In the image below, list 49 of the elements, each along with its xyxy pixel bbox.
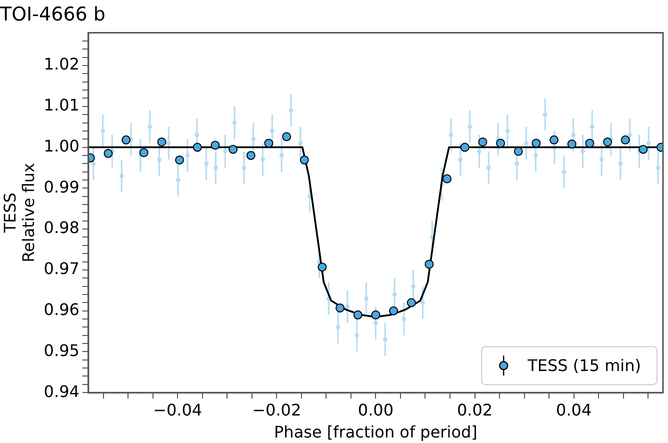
- point: [353, 310, 362, 320]
- y-tick-label: 0.96: [44, 300, 80, 319]
- x-tick-label: 0.04: [556, 400, 592, 420]
- point: [424, 260, 434, 269]
- point: [550, 135, 559, 144]
- point: [371, 310, 380, 320]
- point: [318, 262, 327, 272]
- y-tick-label: 0.94: [44, 382, 80, 401]
- point: [300, 155, 309, 164]
- y-tick-label: 0.95: [44, 340, 80, 360]
- y-tick-label: 0.97: [44, 259, 80, 278]
- y-axis-title: TESS Relative flux: [0, 163, 38, 262]
- x-tick-label: −0.02: [252, 400, 302, 420]
- point: [282, 132, 292, 142]
- point: [228, 144, 238, 154]
- point: [210, 140, 220, 150]
- point: [460, 142, 470, 152]
- point: [122, 135, 131, 144]
- point: [246, 150, 256, 160]
- x-tick-label: 0.02: [456, 400, 493, 420]
- x-tick-label: 0.00: [358, 400, 394, 420]
- point: [104, 148, 113, 158]
- y-tick-label: 0.98: [44, 218, 80, 238]
- point: [175, 155, 184, 164]
- x-tick-label: −0.04: [153, 400, 202, 420]
- x-axis-title: Phase [fraction of period]: [274, 422, 478, 442]
- point: [406, 298, 416, 308]
- y-tick-label: 1.01: [44, 96, 80, 115]
- point: [478, 137, 488, 146]
- point: [638, 144, 648, 154]
- chart-title: TOI-4666 b: [0, 3, 106, 26]
- point: [496, 138, 506, 148]
- point: [442, 174, 452, 184]
- point: [620, 135, 630, 144]
- point: [585, 138, 594, 148]
- point: [389, 306, 398, 316]
- point: [157, 137, 166, 146]
- point: [603, 137, 612, 146]
- y-tick-label: 1.02: [44, 54, 80, 74]
- point: [264, 138, 274, 148]
- y-tick-label: 0.99: [44, 177, 80, 196]
- point: [567, 140, 576, 149]
- point: [532, 138, 541, 148]
- y-tick-label: 1.00: [44, 136, 80, 156]
- point: [514, 146, 523, 156]
- legend-label: TESS (15 min): [526, 356, 642, 375]
- point: [139, 148, 148, 158]
- point: [192, 142, 202, 152]
- point: [336, 303, 345, 312]
